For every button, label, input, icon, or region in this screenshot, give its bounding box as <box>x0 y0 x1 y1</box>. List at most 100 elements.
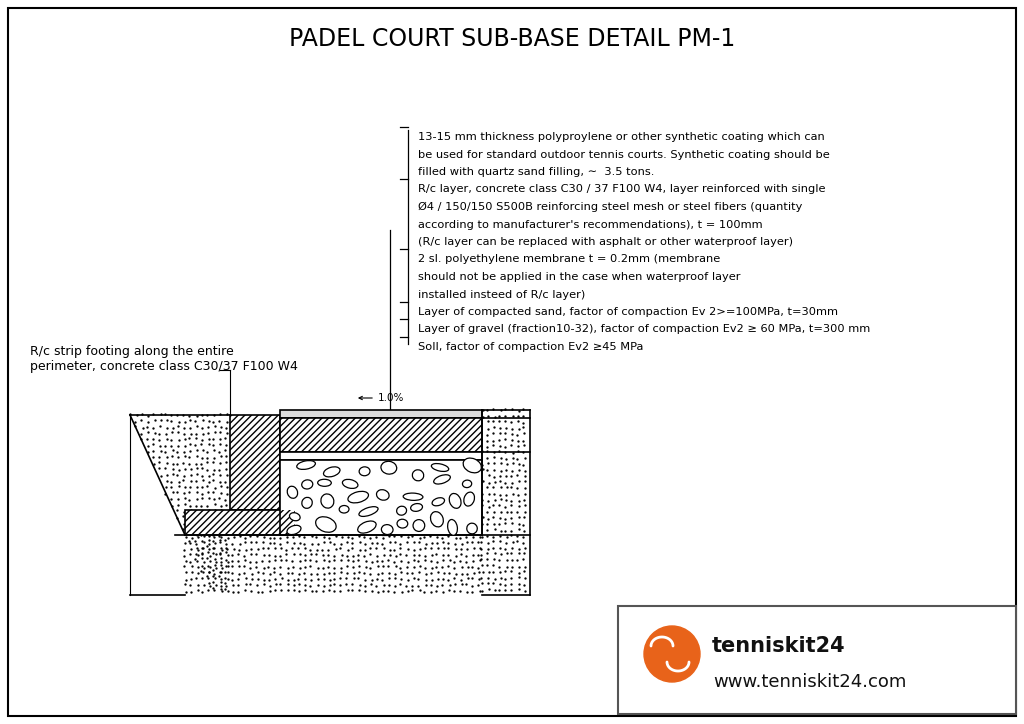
Point <box>406 536 422 548</box>
Point <box>213 576 229 587</box>
Point <box>208 548 224 560</box>
Point <box>465 531 481 543</box>
Point <box>492 427 508 439</box>
Bar <box>280 418 482 452</box>
Point <box>505 458 521 469</box>
Point <box>514 421 530 433</box>
Point <box>208 556 224 568</box>
Point <box>427 562 443 573</box>
Point <box>429 542 445 554</box>
Point <box>188 549 205 560</box>
Point <box>516 579 532 591</box>
Point <box>464 580 480 592</box>
Point <box>435 555 452 566</box>
Point <box>499 481 515 492</box>
Point <box>514 410 530 421</box>
Point <box>194 409 210 421</box>
Point <box>392 563 409 574</box>
Point <box>230 573 247 585</box>
Point <box>174 409 190 421</box>
Point <box>435 573 452 584</box>
Point <box>418 568 434 580</box>
Point <box>205 433 221 445</box>
Point <box>205 474 221 486</box>
Point <box>497 427 513 439</box>
Point <box>182 537 199 549</box>
Point <box>492 531 508 542</box>
Point <box>286 537 302 549</box>
Point <box>503 585 519 597</box>
Point <box>250 566 266 578</box>
Point <box>220 556 237 568</box>
Point <box>452 555 468 566</box>
Point <box>515 553 531 565</box>
Point <box>517 572 534 584</box>
Point <box>511 518 527 529</box>
Point <box>393 586 410 597</box>
Point <box>458 550 474 562</box>
Point <box>202 555 218 567</box>
Point <box>266 550 283 562</box>
Point <box>447 543 464 555</box>
Point <box>195 428 211 439</box>
Point <box>418 574 434 586</box>
Point <box>369 573 385 585</box>
Point <box>169 410 185 421</box>
Point <box>218 546 234 557</box>
Point <box>493 423 509 434</box>
Point <box>182 475 199 487</box>
Point <box>493 404 509 416</box>
Point <box>411 555 427 567</box>
Point <box>151 462 167 473</box>
Point <box>361 533 378 544</box>
Point <box>492 543 508 555</box>
Bar <box>618 606 1016 714</box>
Point <box>292 548 308 560</box>
Point <box>510 411 526 422</box>
Point <box>273 584 290 596</box>
Point <box>273 542 290 553</box>
Point <box>243 536 259 548</box>
Point <box>357 580 374 592</box>
Point <box>193 529 209 541</box>
Point <box>219 427 236 439</box>
Point <box>279 549 295 560</box>
Point <box>254 586 270 597</box>
Point <box>416 531 432 543</box>
Point <box>170 439 186 451</box>
Point <box>503 506 519 518</box>
Point <box>486 584 503 595</box>
Text: R/c layer, concrete class C30 / 37 F100 W4, layer reinforced with single: R/c layer, concrete class C30 / 37 F100 … <box>418 185 825 195</box>
Point <box>184 566 201 578</box>
Point <box>417 555 433 566</box>
Point <box>189 544 206 556</box>
Point <box>340 584 356 596</box>
Point <box>362 568 379 580</box>
Point <box>485 458 502 469</box>
Text: filled with quartz sand filling, ∼  3.5 tons.: filled with quartz sand filling, ∼ 3.5 t… <box>418 167 654 177</box>
Point <box>132 414 148 426</box>
Point <box>434 580 451 592</box>
Point <box>214 563 230 574</box>
Point <box>479 481 496 493</box>
Point <box>201 505 217 516</box>
Point <box>332 579 348 591</box>
Point <box>244 585 260 597</box>
Point <box>224 550 241 561</box>
Point <box>504 477 520 489</box>
Ellipse shape <box>450 494 461 508</box>
Point <box>199 447 215 458</box>
Point <box>217 499 233 510</box>
Point <box>509 445 525 457</box>
Point <box>472 555 488 566</box>
Point <box>447 539 464 550</box>
Point <box>254 555 270 566</box>
Point <box>412 566 428 578</box>
Point <box>196 474 212 486</box>
Point <box>498 464 514 476</box>
Point <box>326 568 342 579</box>
Point <box>153 446 169 458</box>
Point <box>202 550 218 562</box>
Point <box>417 550 433 562</box>
Point <box>205 529 221 541</box>
